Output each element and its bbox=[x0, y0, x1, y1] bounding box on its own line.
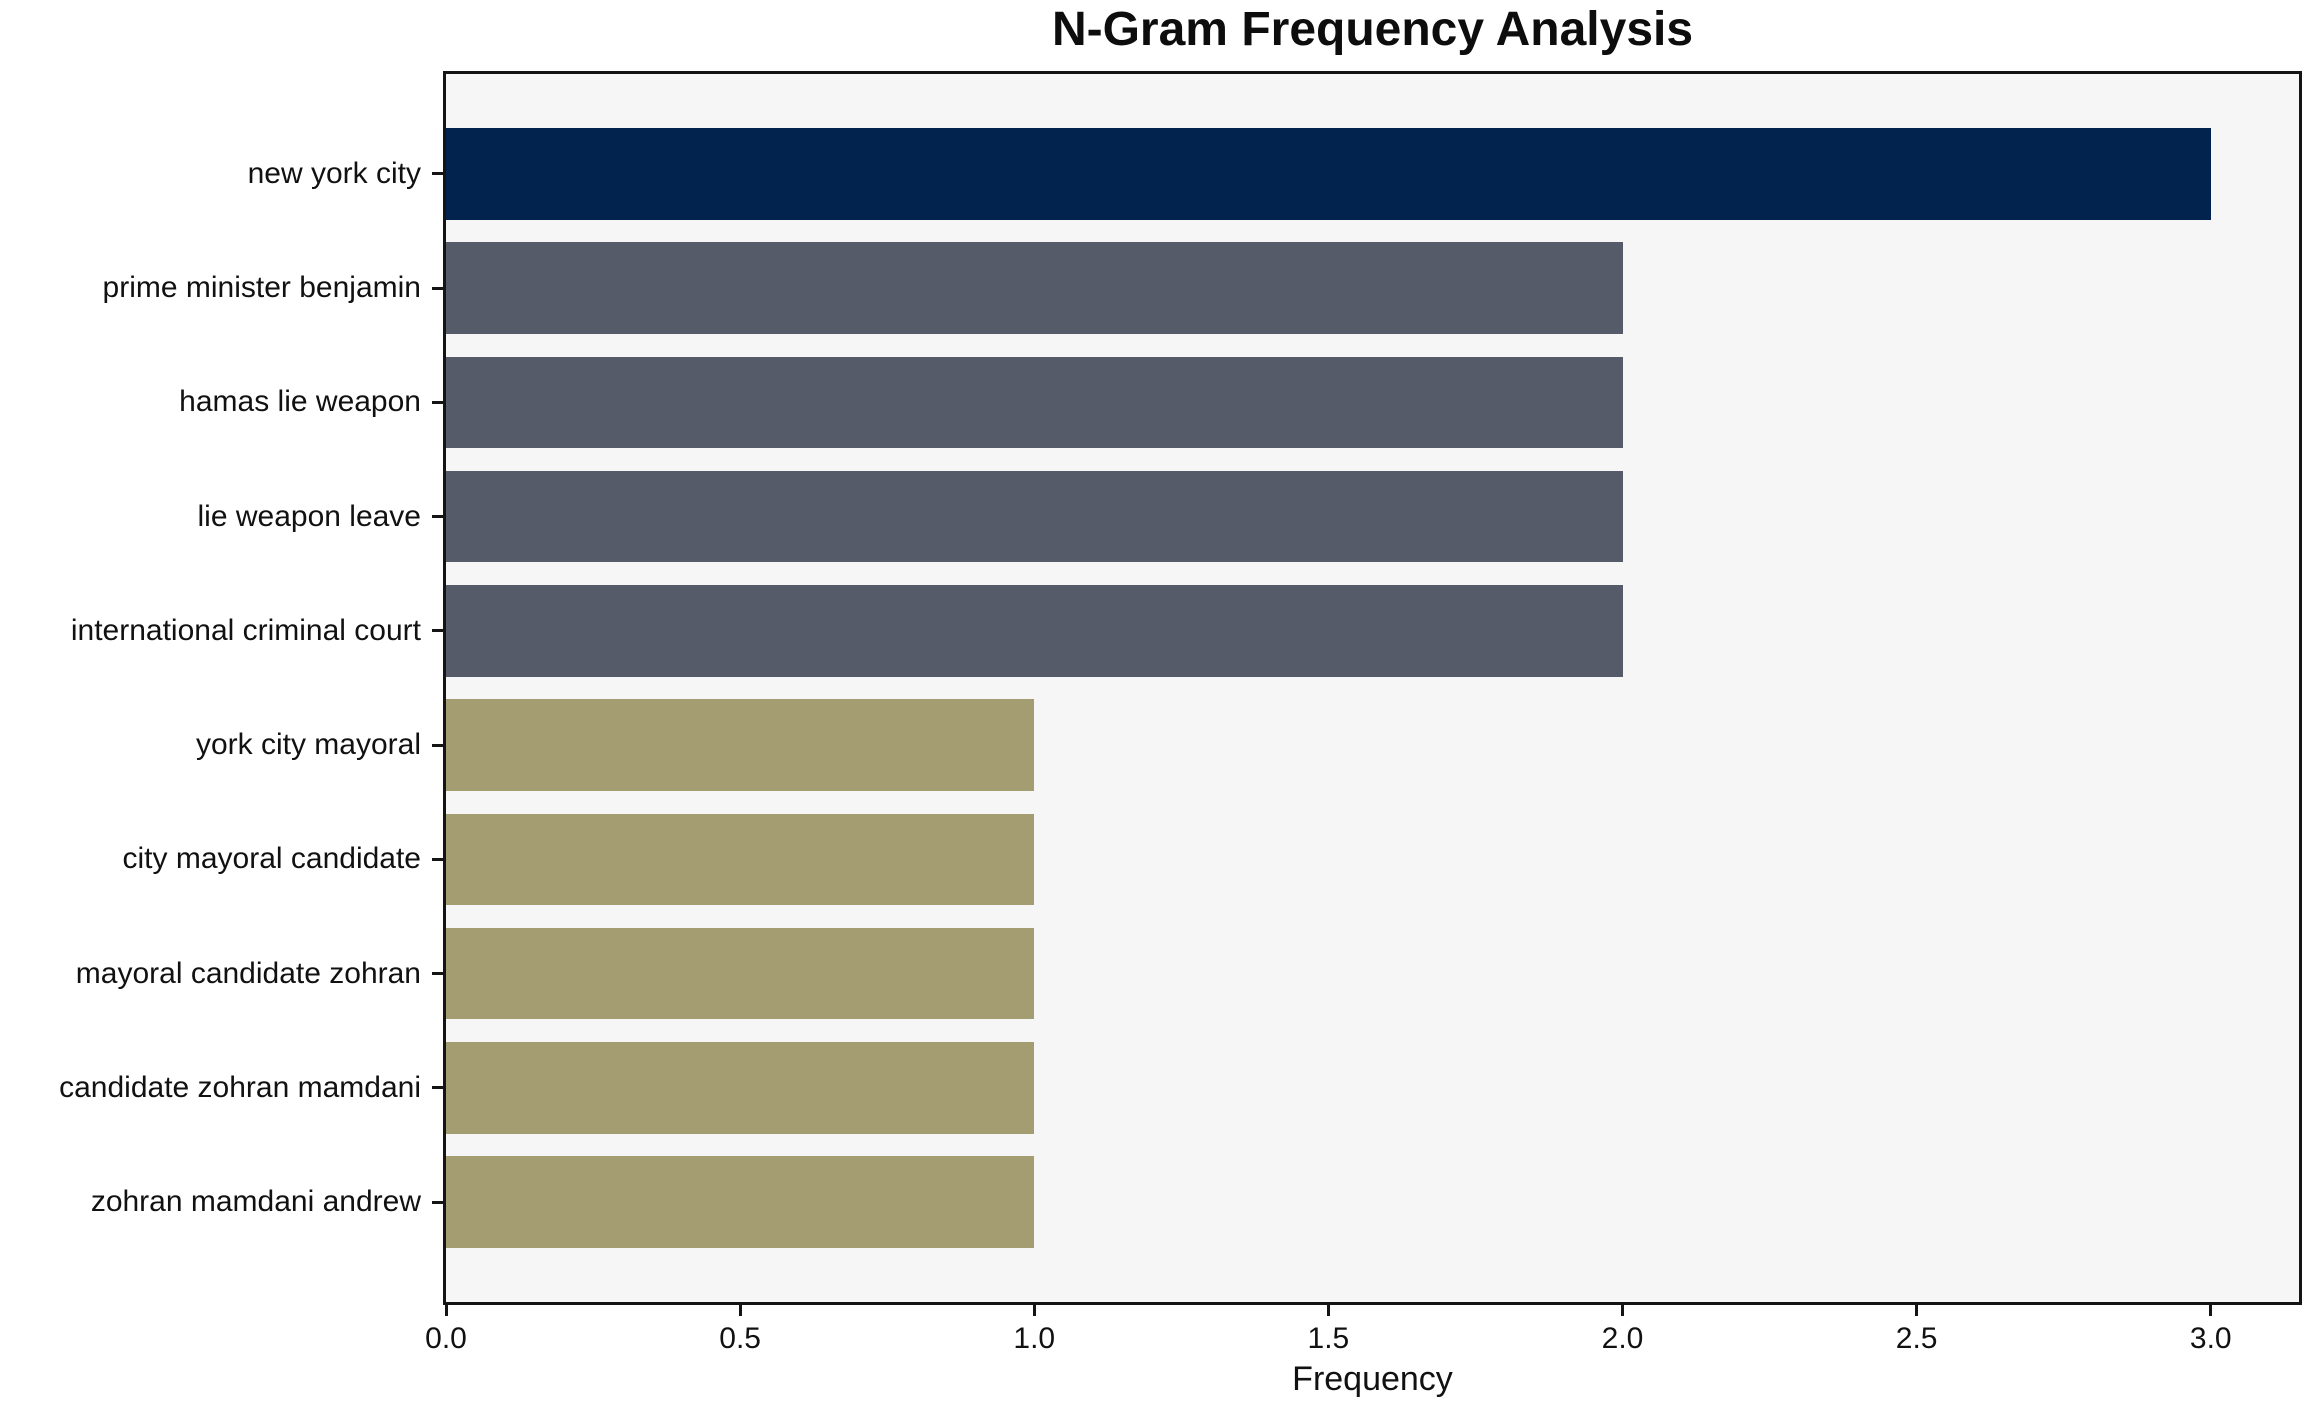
y-tick-label: york city mayoral bbox=[195, 728, 421, 762]
y-tick-label: international criminal court bbox=[70, 613, 421, 647]
x-tick-label: 3.0 bbox=[2189, 1322, 2232, 1355]
x-tick-label: 1.5 bbox=[1307, 1322, 1350, 1355]
y-tick-mark bbox=[432, 857, 443, 861]
y-tick-mark bbox=[432, 743, 443, 747]
y-tick-mark bbox=[432, 972, 443, 976]
x-tick-mark bbox=[2209, 1305, 2213, 1316]
x-axis-label: Frequency bbox=[1292, 1360, 1453, 1398]
y-tick-label: prime minister benjamin bbox=[102, 271, 421, 305]
bar bbox=[446, 585, 1623, 677]
y-tick-label: city mayoral candidate bbox=[122, 842, 421, 876]
chart-title: N-Gram Frequency Analysis bbox=[1051, 3, 1694, 56]
bar bbox=[446, 1156, 1035, 1248]
bar bbox=[446, 1042, 1035, 1134]
x-tick-mark bbox=[738, 1305, 742, 1316]
y-tick-label: hamas lie weapon bbox=[179, 385, 421, 419]
x-tick-label: 0.0 bbox=[425, 1322, 467, 1355]
bar bbox=[446, 242, 1623, 334]
y-tick-label: lie weapon leave bbox=[197, 499, 422, 533]
x-tick-label: 2.5 bbox=[1895, 1322, 1938, 1355]
x-tick-mark bbox=[1621, 1305, 1624, 1316]
y-tick-label: zohran mamdani andrew bbox=[90, 1185, 421, 1219]
y-tick-label: new york city bbox=[247, 156, 421, 190]
x-tick-label: 2.0 bbox=[1601, 1322, 1644, 1355]
x-tick-mark bbox=[1915, 1305, 1919, 1316]
bar bbox=[446, 927, 1035, 1020]
y-tick-label: mayoral candidate zohran bbox=[75, 956, 421, 990]
y-tick-mark bbox=[432, 172, 443, 176]
x-tick-mark bbox=[1032, 1305, 1036, 1316]
y-tick-mark bbox=[432, 629, 443, 633]
x-tick-label: 1.0 bbox=[1013, 1322, 1056, 1355]
y-tick-mark bbox=[432, 286, 443, 290]
plot-area bbox=[443, 71, 2302, 1305]
y-tick-mark bbox=[432, 1086, 443, 1090]
y-tick-mark bbox=[432, 515, 443, 519]
y-tick-mark bbox=[432, 400, 443, 404]
bar bbox=[446, 813, 1035, 906]
bar bbox=[446, 128, 2211, 220]
y-tick-mark bbox=[432, 1200, 443, 1204]
x-tick-mark bbox=[444, 1305, 448, 1316]
bar bbox=[446, 356, 1623, 449]
x-tick-label: 0.5 bbox=[719, 1322, 761, 1355]
y-tick-label: candidate zohran mamdani bbox=[59, 1070, 421, 1104]
bar bbox=[446, 699, 1035, 791]
bar bbox=[446, 470, 1623, 563]
x-tick-mark bbox=[1326, 1305, 1330, 1316]
